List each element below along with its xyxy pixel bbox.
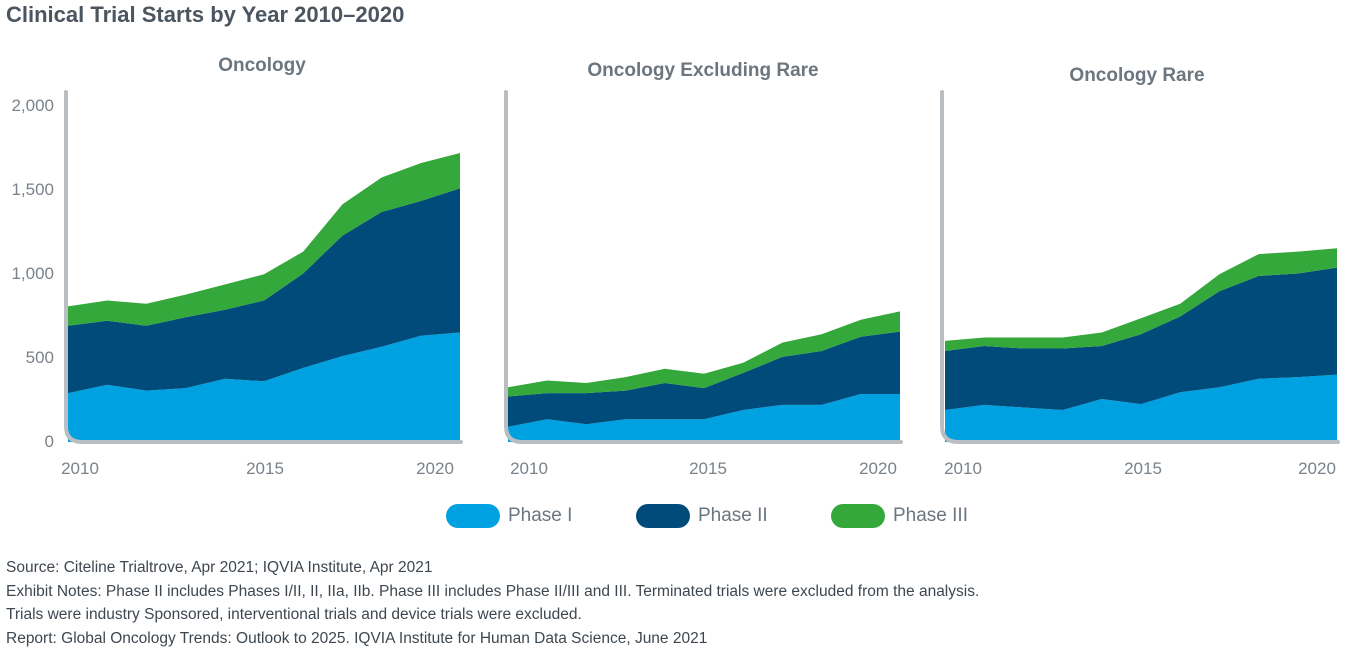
x-tick-label: 2015: [689, 459, 727, 478]
area-phase-iii: [945, 248, 1337, 351]
chart-panel: Oncology 2010 2015 2020: [61, 55, 463, 478]
x-tick-label: 2020: [416, 459, 454, 478]
x-tick-label: 2020: [1298, 459, 1336, 478]
panel-title: Oncology Excluding Rare: [587, 60, 818, 81]
axis-line: [940, 90, 1340, 444]
area-phase-i: [508, 394, 900, 442]
y-tick-label: 0: [45, 432, 54, 451]
legend-label: Phase II: [698, 505, 768, 526]
x-tick-label: 2015: [1124, 459, 1162, 478]
legend-item-phase-2: Phase II: [636, 504, 768, 528]
area-phase-i: [68, 332, 460, 442]
x-tick-label: 2010: [944, 459, 982, 478]
panel-title: Oncology Rare: [1069, 65, 1204, 86]
x-tick-label: 2010: [61, 459, 99, 478]
axis-line: [504, 90, 903, 444]
chart-panel: Oncology Rare 2010 2015 2020: [940, 65, 1340, 478]
area-phase-iii: [508, 311, 900, 397]
report-note: Report: Global Oncology Trends: Outlook …: [6, 629, 708, 647]
legend-label: Phase I: [508, 505, 573, 526]
y-axis-tick-labels: 2,000 1,500 1,000 500 0: [11, 96, 54, 451]
charts-svg: 2,000 1,500 1,000 500 0 Oncology 2010 2015…: [11, 55, 1340, 478]
area-phase-ii: [68, 188, 460, 394]
area-phase-ii: [945, 267, 1337, 410]
y-tick-label: 2,000: [11, 96, 54, 115]
area-phase-ii: [508, 331, 900, 427]
area-phase-iii: [68, 153, 460, 326]
y-tick-label: 500: [26, 348, 54, 367]
area-phase-i: [945, 374, 1337, 442]
x-tick-label: 2020: [859, 459, 897, 478]
source-note: Source: Citeline Trialtrove, Apr 2021; I…: [6, 559, 433, 576]
legend-swatch-phase-1: [446, 504, 500, 528]
legend-swatch-phase-3: [831, 504, 885, 528]
chart-panel: Oncology Excluding Rare 2010 2015 2020: [504, 60, 903, 478]
y-tick-label: 1,500: [11, 180, 54, 199]
legend-item-phase-3: Phase III: [831, 504, 968, 528]
exhibit-note: Exhibit Notes: Phase II includes Phases …: [6, 582, 980, 600]
notes: Source: Citeline Trialtrove, Apr 2021; I…: [6, 556, 979, 650]
x-tick-label: 2010: [510, 459, 548, 478]
panel-title: Oncology: [218, 55, 306, 76]
exhibit-note-continued: Trials were industry Sponsored, interven…: [6, 606, 582, 623]
legend-swatch-phase-2: [636, 504, 690, 528]
y-tick-label: 1,000: [11, 264, 54, 283]
page-title: Clinical Trial Starts by Year 2010–2020: [6, 2, 405, 27]
legend: Phase I Phase II Phase III: [0, 504, 1352, 534]
x-tick-label: 2015: [246, 459, 284, 478]
axis-line: [64, 90, 463, 444]
legend-item-phase-1: Phase I: [446, 504, 572, 528]
legend-label: Phase III: [893, 505, 968, 526]
